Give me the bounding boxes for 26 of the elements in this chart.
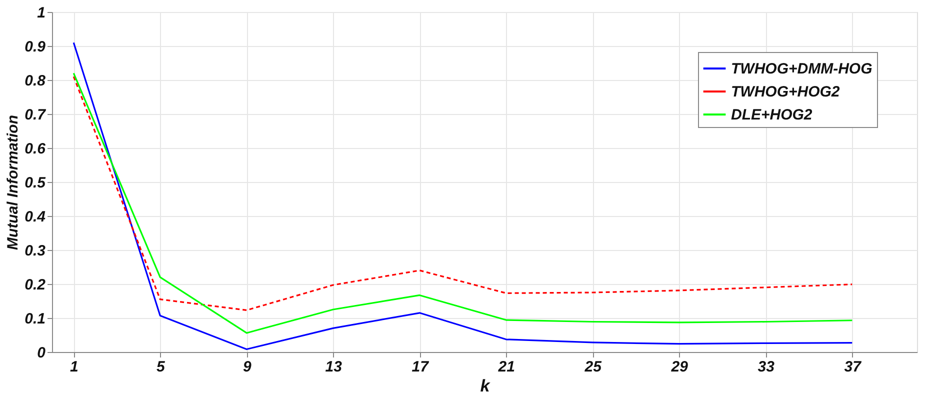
- x-tick-label: 21: [497, 358, 515, 376]
- legend-label: TWHOG+DMM-HOG: [731, 60, 873, 78]
- x-axis-title: k: [480, 376, 492, 396]
- y-tick-label: 0.3: [24, 242, 46, 260]
- y-tick-label: 0.9: [24, 38, 46, 56]
- y-tick-label: 0.5: [24, 174, 46, 192]
- y-tick-label: 0.4: [24, 208, 46, 226]
- y-tick-label: 0.7: [24, 106, 46, 124]
- legend-label: DLE+HOG2: [731, 106, 813, 124]
- y-tick-label: 0.1: [24, 310, 46, 328]
- x-tick-label: 5: [156, 358, 166, 376]
- y-tick-label: 1: [37, 4, 46, 22]
- x-tick-label: 25: [584, 358, 602, 376]
- x-tick-label: 13: [325, 358, 343, 376]
- x-tick-label: 37: [844, 358, 862, 376]
- y-tick-label: 0: [37, 344, 46, 362]
- y-tick-label: 0.6: [24, 140, 46, 158]
- x-tick-label: 33: [758, 358, 776, 376]
- y-tick-label: 0.8: [24, 72, 46, 90]
- x-tick-label: 29: [670, 358, 689, 376]
- x-tick-label: 1: [70, 358, 78, 376]
- y-tick-label: 0.2: [24, 276, 46, 294]
- x-tick-label: 17: [412, 358, 430, 376]
- y-axis-title: Mutual Information: [4, 115, 22, 250]
- legend-label: TWHOG+HOG2: [731, 84, 840, 100]
- x-tick-label: 9: [242, 358, 252, 376]
